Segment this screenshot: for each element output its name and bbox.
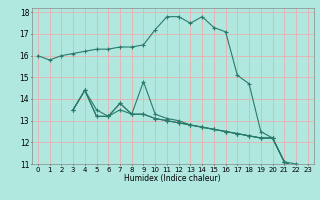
X-axis label: Humidex (Indice chaleur): Humidex (Indice chaleur) <box>124 174 221 183</box>
